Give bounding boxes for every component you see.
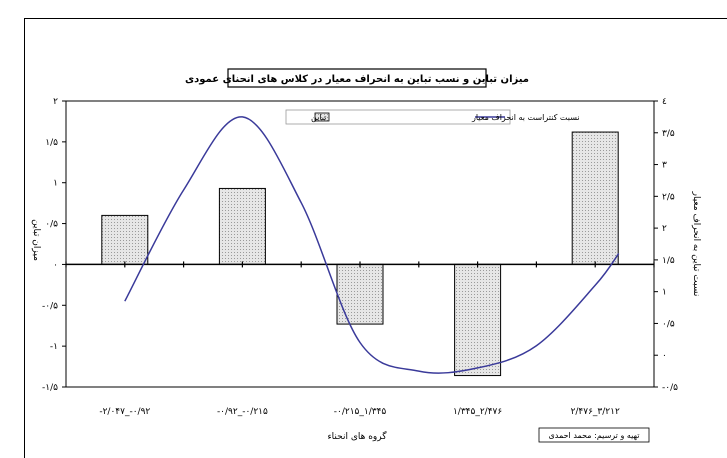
category-label: -۲/۰۴۷_-۰/۹۲ [99, 407, 150, 417]
y-axis-ticks: ۲ ۱/۵ ۱ ۰/۵ ۰ -۰/۵ -۱ -۱/۵ [42, 97, 66, 393]
y-tick-label: -۰/۵ [42, 301, 58, 311]
y-tick-label: ۱ [53, 179, 58, 189]
category-label: -۰/۲۱۵_۱/۳۴۵ [334, 407, 387, 417]
category-labels: -۲/۰۴۷_-۰/۹۲ -۰/۹۲_-۰/۲۱۵ -۰/۲۱۵_۱/۳۴۵ ۱/۳۴… [99, 407, 620, 417]
category-label: -۰/۹۲_-۰/۲۱۵ [217, 407, 268, 417]
legend-item-bar: تباین [311, 112, 330, 122]
y-tick-label: ۱/۵ [45, 138, 58, 148]
bar [336, 263, 384, 325]
bar [101, 214, 149, 265]
legend-line-label: نسبت کنتراست به انحراف معیار [471, 113, 580, 122]
y2-axis-title: نسبت تباین به انحراف معیار [691, 191, 701, 297]
chart-frame [24, 18, 727, 458]
credit-box [538, 427, 650, 443]
legend-bar-swatch [314, 112, 330, 122]
x-axis [65, 261, 655, 268]
y-tick-label: -۱ [50, 342, 58, 352]
ratio-line [124, 116, 620, 374]
bar [218, 187, 266, 265]
y2-tick-label: ۰ [662, 351, 667, 361]
y-tick-label: ۰ [53, 260, 58, 270]
y2-tick-label: -۰/۵ [662, 383, 678, 393]
y2-tick-label: ۲/۵ [662, 192, 675, 202]
y2-tick-label: ۲ [662, 224, 667, 234]
category-label: ۱/۳۴۵_۲/۴۷۶ [453, 407, 502, 417]
y2-tick-label: ۱/۵ [662, 256, 675, 266]
y2-tick-label: ۰/۵ [662, 319, 675, 329]
y2-tick-label: ۳/۵ [662, 129, 675, 139]
y2-tick-label: ۳ [662, 161, 667, 171]
plot-area [65, 100, 655, 388]
title-box [227, 68, 487, 88]
bar [571, 131, 619, 265]
y-tick-label: ۰/۵ [45, 220, 58, 230]
legend-box [285, 109, 511, 125]
y-axis-title: میزان تباین [31, 219, 41, 261]
y2-axis-ticks: ٤ ۳/۵ ۳ ۲/۵ ۲ ۱/۵ ۱ ۰/۵ ۰ -۰/۵ [654, 97, 678, 393]
ratio-line-path [124, 116, 620, 374]
category-label: ۲/۴۷۶_۳/۲۱۲ [571, 407, 620, 417]
bar [454, 263, 502, 377]
y2-tick-label: ٤ [662, 97, 667, 107]
y2-tick-label: ۱ [662, 288, 667, 298]
y-tick-label: ۲ [53, 97, 58, 107]
legend-bar-label: تباین [311, 113, 326, 122]
x-axis-title: گروه های انحناء [327, 430, 387, 442]
legend-item-line: نسبت کنتراست به انحراف معیار [471, 113, 580, 122]
y-tick-label: -۱/۵ [42, 383, 58, 393]
credit-text: تهیه و ترسیم: محمد احمدی [549, 431, 640, 440]
chart-title: میزان تباین و نسب تباین به انحراف معیار … [185, 74, 529, 85]
